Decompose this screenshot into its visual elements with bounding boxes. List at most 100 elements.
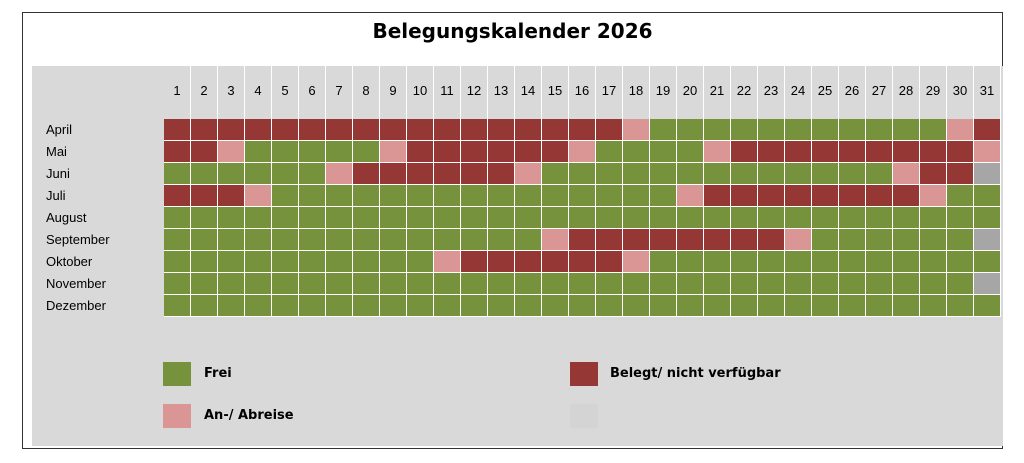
day-cell bbox=[596, 251, 623, 273]
day-cell bbox=[650, 295, 677, 317]
day-header-26: 26 bbox=[839, 66, 866, 119]
day-cell bbox=[191, 163, 218, 185]
day-cell bbox=[623, 119, 650, 141]
day-cell bbox=[569, 273, 596, 295]
day-cell bbox=[866, 229, 893, 251]
day-cell bbox=[542, 185, 569, 207]
day-cell bbox=[704, 251, 731, 273]
day-cell bbox=[623, 207, 650, 229]
day-cell bbox=[839, 185, 866, 207]
day-cell bbox=[272, 185, 299, 207]
day-cell bbox=[515, 119, 542, 141]
day-cell bbox=[434, 273, 461, 295]
day-cell bbox=[218, 251, 245, 273]
legend-swatch-abreise bbox=[163, 404, 191, 428]
day-header-18: 18 bbox=[623, 66, 650, 119]
day-cell bbox=[704, 295, 731, 317]
day-cell bbox=[839, 119, 866, 141]
legend-label-frei: Frei bbox=[204, 366, 232, 381]
day-cell bbox=[407, 163, 434, 185]
day-cell bbox=[785, 207, 812, 229]
day-cell bbox=[515, 251, 542, 273]
day-cell bbox=[596, 141, 623, 163]
day-cell bbox=[623, 163, 650, 185]
day-header-21: 21 bbox=[704, 66, 731, 119]
day-cell bbox=[353, 163, 380, 185]
day-cell bbox=[326, 163, 353, 185]
day-cell bbox=[218, 295, 245, 317]
day-cell bbox=[920, 273, 947, 295]
day-header-14: 14 bbox=[515, 66, 542, 119]
day-cell bbox=[596, 207, 623, 229]
day-cell bbox=[218, 207, 245, 229]
day-cell bbox=[812, 251, 839, 273]
day-cell bbox=[893, 273, 920, 295]
day-cell bbox=[839, 163, 866, 185]
day-cell bbox=[677, 229, 704, 251]
day-cell bbox=[704, 229, 731, 251]
day-cell bbox=[920, 251, 947, 273]
day-header-1: 1 bbox=[164, 66, 191, 119]
day-cell bbox=[650, 251, 677, 273]
day-cell bbox=[245, 229, 272, 251]
day-cell bbox=[650, 273, 677, 295]
day-cell bbox=[326, 273, 353, 295]
day-cell bbox=[758, 185, 785, 207]
day-cell bbox=[947, 119, 974, 141]
day-cell bbox=[380, 185, 407, 207]
day-cell bbox=[569, 207, 596, 229]
month-label-dezember: Dezember bbox=[46, 298, 106, 313]
day-header-9: 9 bbox=[380, 66, 407, 119]
day-cell bbox=[191, 185, 218, 207]
day-cell bbox=[947, 229, 974, 251]
day-cell bbox=[245, 251, 272, 273]
day-cell bbox=[191, 229, 218, 251]
day-cell bbox=[623, 295, 650, 317]
day-cell bbox=[542, 119, 569, 141]
day-cell bbox=[947, 273, 974, 295]
day-cell bbox=[542, 141, 569, 163]
day-cell bbox=[812, 295, 839, 317]
day-cell bbox=[164, 141, 191, 163]
day-cell bbox=[164, 163, 191, 185]
day-cell bbox=[191, 251, 218, 273]
day-cell bbox=[299, 141, 326, 163]
day-cell bbox=[785, 119, 812, 141]
day-cell bbox=[974, 185, 1001, 207]
day-cell bbox=[569, 185, 596, 207]
day-cell bbox=[299, 229, 326, 251]
day-cell bbox=[461, 163, 488, 185]
day-header-27: 27 bbox=[866, 66, 893, 119]
day-cell bbox=[974, 141, 1001, 163]
day-header-5: 5 bbox=[272, 66, 299, 119]
day-cell bbox=[866, 207, 893, 229]
day-header-13: 13 bbox=[488, 66, 515, 119]
day-cell bbox=[920, 295, 947, 317]
month-label-mai: Mai bbox=[46, 144, 67, 159]
day-cell bbox=[245, 185, 272, 207]
day-cell bbox=[893, 163, 920, 185]
day-cell bbox=[164, 185, 191, 207]
day-cell bbox=[515, 207, 542, 229]
day-cell bbox=[380, 273, 407, 295]
day-cell bbox=[731, 163, 758, 185]
day-cell bbox=[677, 251, 704, 273]
day-cell bbox=[785, 295, 812, 317]
day-cell bbox=[785, 163, 812, 185]
day-cell bbox=[191, 119, 218, 141]
day-cell bbox=[812, 229, 839, 251]
day-cell bbox=[596, 119, 623, 141]
day-header-31: 31 bbox=[974, 66, 1001, 119]
day-cell bbox=[839, 229, 866, 251]
day-cell bbox=[866, 185, 893, 207]
day-cell bbox=[434, 207, 461, 229]
day-cell bbox=[866, 251, 893, 273]
day-cell bbox=[677, 141, 704, 163]
day-cell bbox=[515, 295, 542, 317]
day-cell bbox=[704, 185, 731, 207]
day-header-8: 8 bbox=[353, 66, 380, 119]
day-cell bbox=[677, 163, 704, 185]
day-cell bbox=[353, 229, 380, 251]
day-cell bbox=[407, 207, 434, 229]
day-cell bbox=[380, 141, 407, 163]
